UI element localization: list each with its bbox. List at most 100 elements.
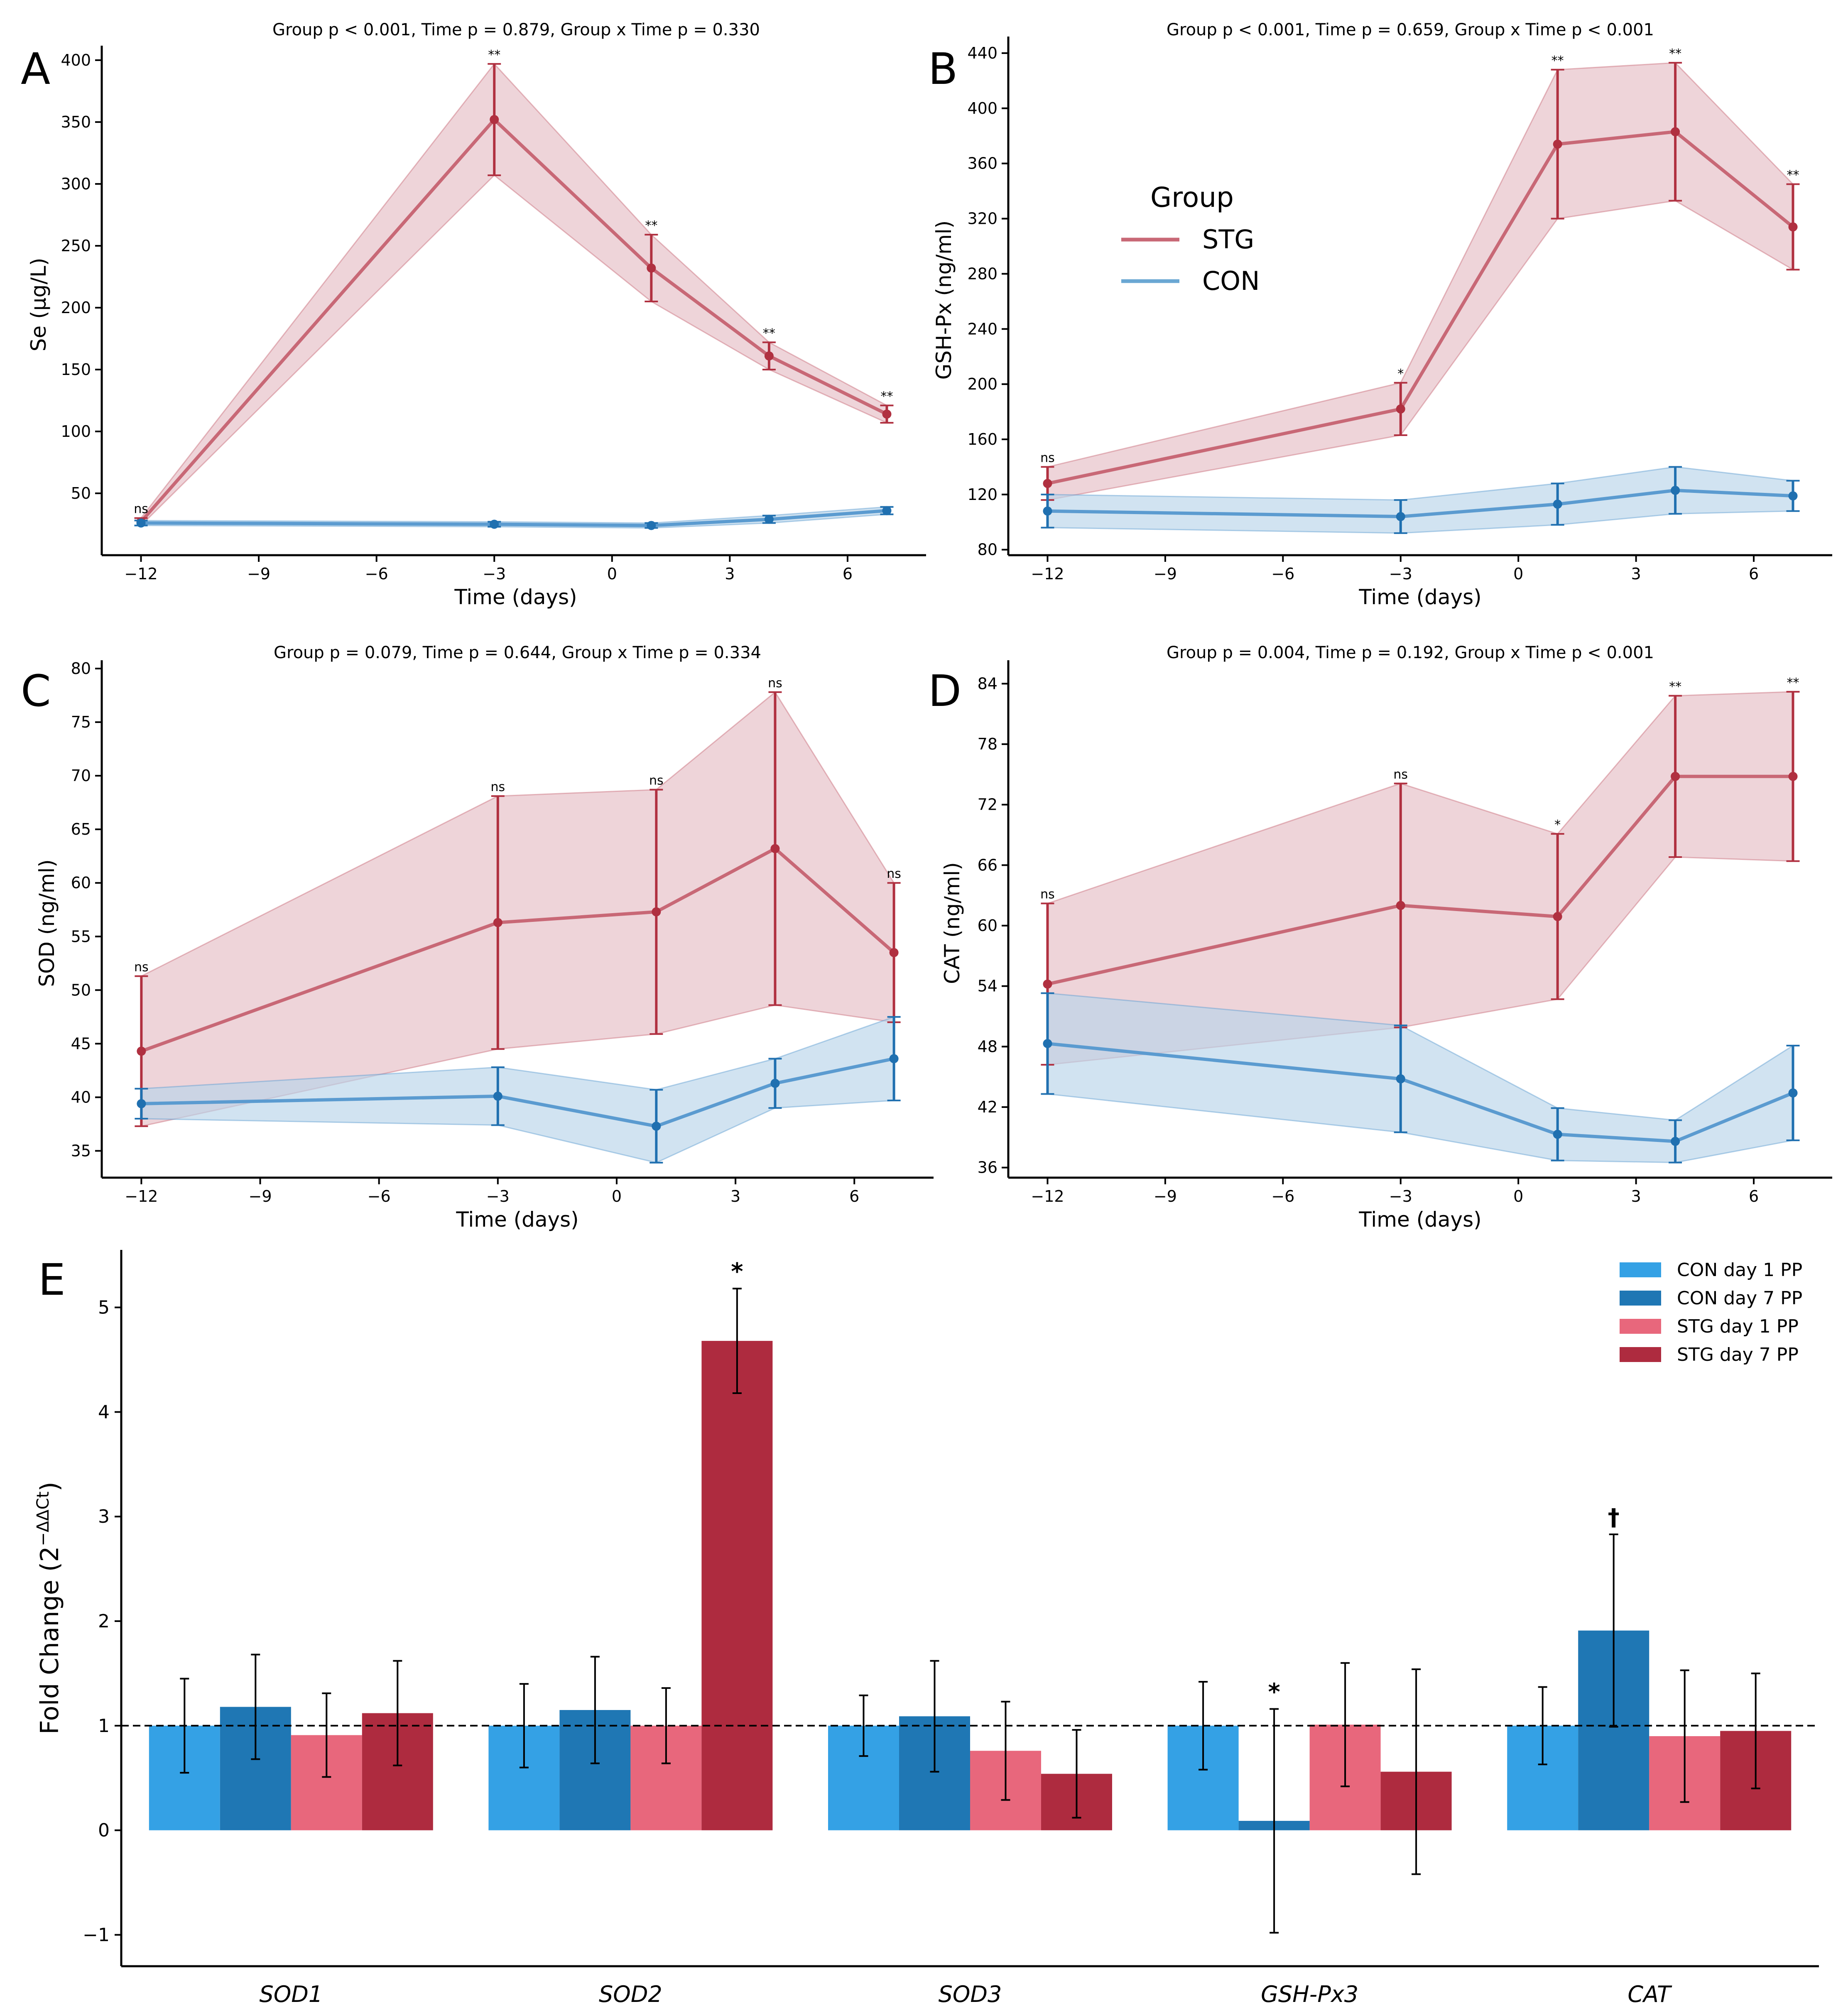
y-tick-label: 200 (61, 299, 91, 317)
significance-label: * (1554, 818, 1561, 832)
significance-label: ns (887, 867, 901, 881)
y-axis-label: SOD (ng/ml) (35, 859, 59, 987)
x-tick-label: 3 (1631, 1187, 1641, 1205)
data-point (1043, 506, 1052, 516)
legend-swatch (1620, 1262, 1661, 1277)
y-tick-label: 35 (71, 1142, 91, 1160)
significance-label: ** (1669, 680, 1681, 694)
x-tick-label: −6 (368, 1187, 391, 1205)
y-tick-label: 300 (61, 175, 91, 193)
panel-letter-c: C (21, 666, 51, 716)
y-tick-label: 250 (61, 237, 91, 255)
y-tick-label: 5 (98, 1297, 110, 1318)
significance-label: ns (490, 780, 505, 794)
significance-label: ** (1787, 168, 1799, 182)
panel-letter-e: E (38, 1254, 66, 1305)
data-point (1396, 901, 1405, 910)
significance-label: ** (1787, 676, 1799, 690)
y-tick-label: 320 (967, 210, 998, 228)
panel-b: B Group p < 0.001, Time p = 0.659, Group… (928, 20, 1832, 609)
x-tick-label: −3 (483, 565, 506, 583)
data-point (770, 1078, 780, 1088)
significance-label: ** (880, 389, 893, 404)
panel-a: A Group p < 0.001, Time p = 0.879, Group… (21, 20, 926, 609)
y-tick-label: 440 (967, 44, 998, 62)
legend-con-label: CON (1202, 266, 1260, 296)
y-tick-label: 50 (71, 981, 91, 999)
panel-letter-b: B (928, 44, 958, 94)
y-axis-label: GSH-Px (ng/ml) (932, 220, 956, 380)
significance-label: ** (763, 326, 775, 341)
data-point (137, 1099, 146, 1108)
y-tick-label: 350 (61, 113, 91, 131)
legend-label: CON day 1 PP (1677, 1259, 1802, 1281)
x-tick-label: −6 (1271, 565, 1294, 583)
significance-label: ns (768, 676, 782, 691)
data-point (770, 844, 780, 853)
data-point (764, 351, 774, 361)
group-legend: Group STG CON (1121, 181, 1260, 296)
band-stg (140, 63, 887, 527)
y-tick-label: 200 (967, 375, 998, 393)
y-tick-label: 66 (978, 856, 998, 874)
y-tick-label: 50 (71, 484, 91, 502)
data-point (882, 409, 892, 419)
x-tick-label: −6 (365, 565, 388, 583)
x-tick-label: −9 (1154, 565, 1177, 583)
y-tick-label: 84 (978, 674, 998, 693)
x-tick-label: −12 (124, 565, 157, 583)
y-tick-label: 160 (967, 430, 998, 448)
data-point (889, 1054, 899, 1063)
y-tick-label: 360 (967, 154, 998, 173)
panel-letter-d: D (928, 666, 961, 716)
x-tick-label: 0 (1513, 1187, 1523, 1205)
x-tick-label: −9 (1154, 1187, 1177, 1205)
x-axis-label: Time (days) (456, 1208, 578, 1232)
data-point (652, 907, 661, 916)
data-point (1671, 127, 1680, 137)
data-point (490, 519, 499, 529)
x-tick-label: −3 (1389, 565, 1412, 583)
x-tick-label: 3 (730, 1187, 740, 1205)
significance-label: ns (649, 774, 664, 788)
data-point (137, 1046, 146, 1056)
data-point (136, 518, 146, 528)
data-point (1553, 500, 1562, 509)
gene-label: SOD1 (259, 1981, 323, 2004)
y-tick-label: 42 (978, 1098, 998, 1116)
data-point (1043, 979, 1052, 989)
x-tick-label: 6 (849, 1187, 859, 1205)
legend-swatch (1620, 1347, 1661, 1362)
y-tick-label: 100 (61, 422, 91, 441)
y-tick-label: 150 (61, 360, 91, 379)
x-tick-label: −12 (125, 1187, 158, 1205)
y-tick-label: 40 (71, 1088, 91, 1106)
data-point (1396, 404, 1405, 414)
y-axis-label: Se (μg/L) (27, 258, 51, 352)
significance-marker: † (1608, 1504, 1620, 1531)
x-tick-label: −9 (247, 565, 270, 583)
gene-label: CAT (1627, 1981, 1672, 2004)
x-tick-label: 0 (1513, 565, 1523, 583)
significance-label: ** (1669, 47, 1681, 61)
y-tick-label: 48 (978, 1037, 998, 1056)
data-point (1396, 512, 1405, 521)
panel-c-title: Group p = 0.079, Time p = 0.644, Group x… (274, 643, 761, 662)
panel-a-title: Group p < 0.001, Time p = 0.879, Group x… (272, 20, 760, 39)
gene-label: SOD2 (599, 1981, 662, 2004)
significance-label: ** (645, 218, 657, 233)
x-axis-label: Time (days) (1358, 1208, 1481, 1232)
panel-e: E SOD1 SOD2 SOD3 GSH-Px3 CAT * * † −1 0 1 2 3 4 5 Fold … (34, 1250, 1819, 2004)
y-tick-label: 60 (71, 874, 91, 892)
y-tick-label: 80 (71, 659, 91, 678)
data-point (1553, 912, 1562, 921)
significance-label: ns (1040, 451, 1055, 465)
y-tick-label: 65 (71, 820, 91, 838)
x-tick-label: 3 (1631, 565, 1641, 583)
significance-label: ns (134, 502, 148, 517)
significance-label: * (1397, 367, 1404, 381)
data-point (493, 918, 502, 927)
data-point (647, 521, 656, 530)
x-tick-label: 6 (1749, 1187, 1759, 1205)
